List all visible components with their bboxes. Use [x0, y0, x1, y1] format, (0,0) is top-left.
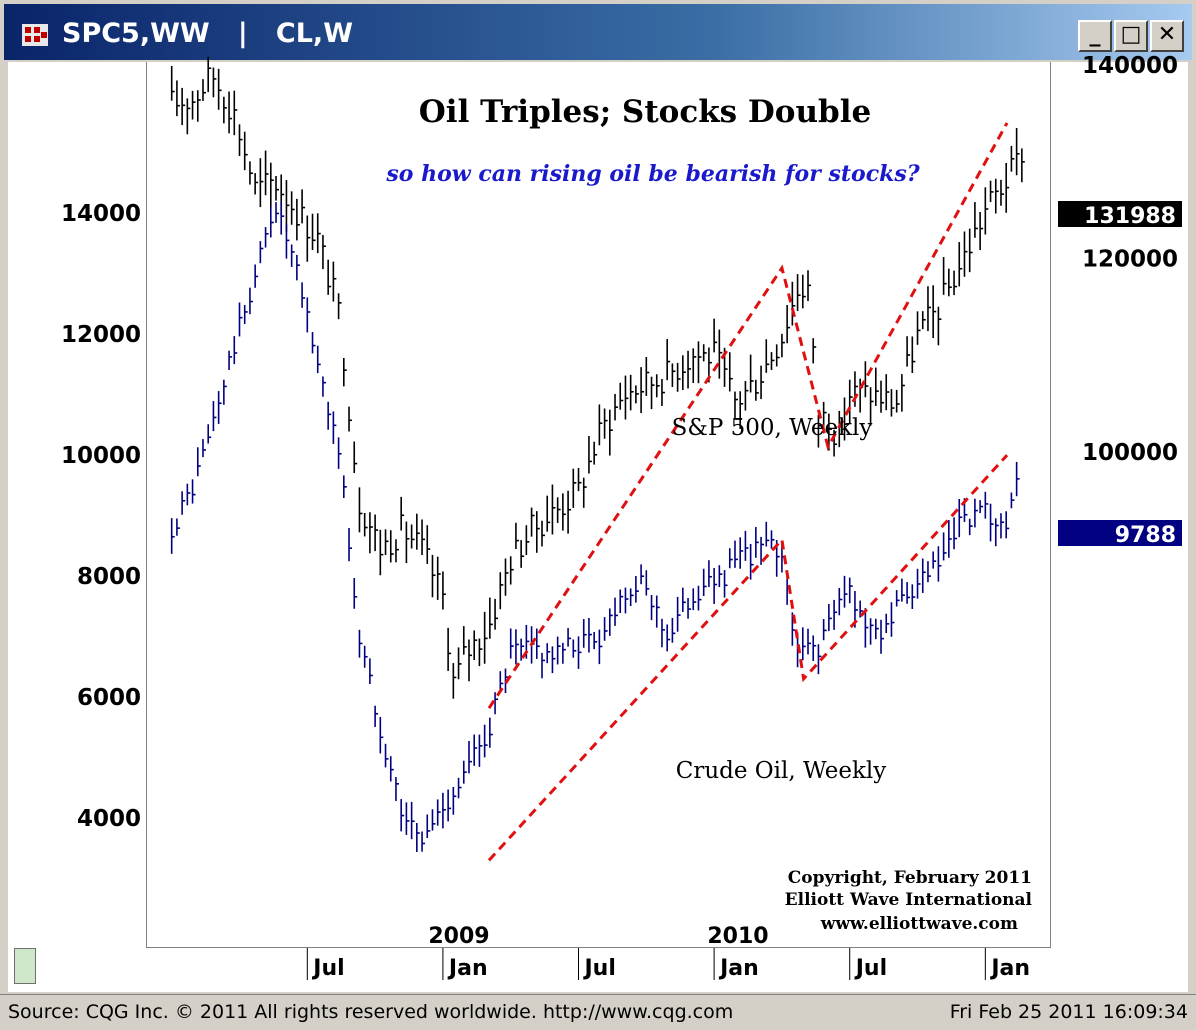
crude-label: Crude Oil, Weekly: [676, 758, 887, 784]
copyright-line-3: www.elliottwave.com: [820, 914, 1018, 934]
x-tick-label: Jan: [447, 956, 488, 981]
right-axis: 100000 120000 140000: [1082, 53, 1178, 466]
sp500-last-value: 131988: [1084, 204, 1176, 229]
x-tick-label: Jul: [311, 956, 344, 981]
crude-series: [170, 201, 1020, 852]
left-tick-label: 14000: [61, 201, 141, 227]
crude-last-value: 9788: [1115, 523, 1176, 548]
corner-indicator[interactable]: [14, 948, 36, 984]
x-tick-label: Jul: [854, 956, 887, 981]
left-tick-label: 6000: [77, 685, 141, 711]
status-datetime: Fri Feb 25 2011 16:09:34: [949, 1001, 1188, 1023]
year-label-2009: 2009: [428, 924, 489, 949]
app-icon: [22, 24, 48, 46]
x-tick-label: Jan: [718, 956, 759, 981]
sp500-trendline: [487, 122, 1009, 709]
crude-trendline: [487, 454, 1009, 862]
plot-area-border: [146, 62, 1051, 948]
sp500-label: S&P 500, Weekly: [672, 415, 873, 441]
title-bar[interactable]: SPC5,WW | CL,W _ □ ✕: [4, 4, 1192, 60]
left-tick-label: 10000: [61, 443, 141, 469]
crude-last-value-box: [1058, 520, 1182, 546]
left-tick-label: 8000: [77, 564, 141, 590]
x-axis: Jul Jan Jul Jan Jul Jan: [306, 948, 1030, 981]
window-title: SPC5,WW | CL,W: [62, 18, 353, 49]
x-tick-label: Jan: [989, 956, 1030, 981]
right-tick-label: 140000: [1082, 53, 1178, 79]
left-axis: 4000 6000 8000 10000 12000 14000: [61, 201, 141, 832]
series-group: [170, 56, 1025, 852]
left-tick-label: 12000: [61, 322, 141, 348]
right-tick-label: 120000: [1082, 246, 1178, 272]
trendlines: [487, 122, 1009, 862]
year-label-2010: 2010: [707, 924, 768, 949]
right-tick-label: 100000: [1082, 440, 1178, 466]
status-bar: Source: CQG Inc. © 2011 All rights reser…: [0, 994, 1196, 1030]
copyright-line-2: Elliott Wave International: [785, 890, 1033, 910]
chart-subtitle: so how can rising oil be bearish for sto…: [385, 161, 920, 187]
sp500-last-value-box: [1058, 201, 1182, 227]
maximize-button[interactable]: □: [1114, 20, 1148, 52]
copyright-line-1: Copyright, February 2011: [788, 868, 1032, 888]
left-tick-label: 4000: [77, 806, 141, 832]
sp500-series: [170, 56, 1025, 699]
status-source: Source: CQG Inc. © 2011 All rights reser…: [8, 1001, 734, 1023]
chart-title: Oil Triples; Stocks Double: [419, 94, 871, 130]
minimize-button[interactable]: _: [1078, 20, 1112, 52]
x-tick-label: Jul: [583, 956, 616, 981]
close-button[interactable]: ✕: [1150, 20, 1184, 52]
